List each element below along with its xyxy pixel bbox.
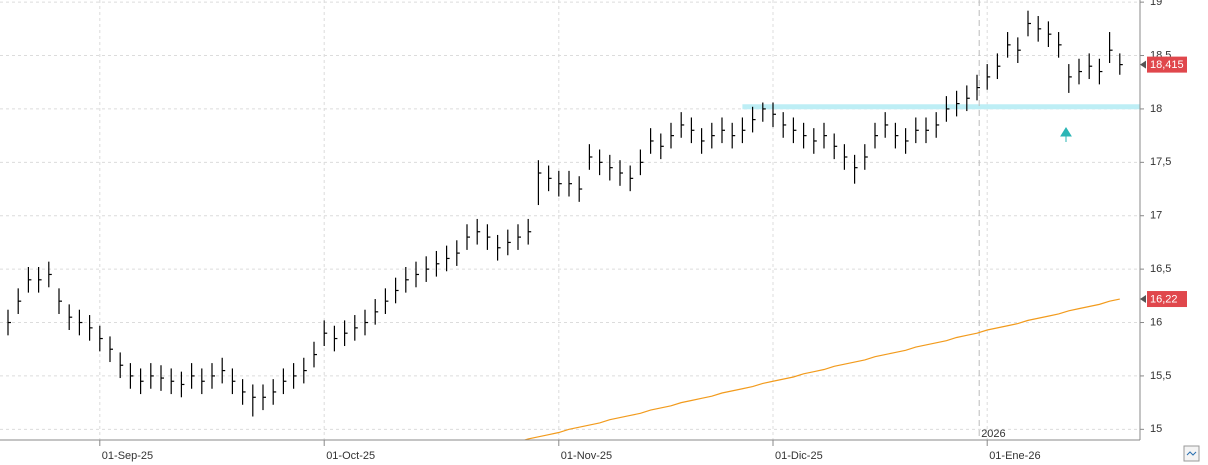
y-tick-label: 15,5 [1150, 370, 1171, 382]
y-tick-label: 16,5 [1150, 263, 1171, 275]
x-tick-label: 01-Sep-25 [102, 450, 153, 462]
y-tick-label: 19 [1150, 0, 1162, 8]
x-tick-label: 01-Nov-25 [561, 450, 612, 462]
settings-icon [1186, 451, 1197, 456]
last-value-box [1147, 291, 1187, 308]
y-tick-label: 17 [1150, 210, 1162, 222]
last-value-pointer [1140, 295, 1146, 304]
x-tick-label: 01-Oct-25 [326, 450, 375, 462]
last-value-pointer [1140, 60, 1146, 69]
last-value-box [1147, 56, 1187, 73]
y-tick-label: 18 [1150, 103, 1162, 115]
y-tick-label: 17,5 [1150, 156, 1171, 168]
plot [7, 0, 1140, 440]
average-line [522, 298, 1120, 440]
y-tick-label: 15 [1150, 423, 1162, 435]
x-tick-label: 01-Dic-25 [775, 450, 823, 462]
x-tick-label: 01-Ene-26 [989, 450, 1040, 462]
y-tick-label: 16 [1150, 316, 1162, 328]
last-value-label: 16,22 [1150, 293, 1178, 305]
last-value-label: 18,415 [1150, 59, 1184, 71]
arrow-icon [1060, 127, 1072, 142]
year-label: 2026 [981, 428, 1005, 440]
